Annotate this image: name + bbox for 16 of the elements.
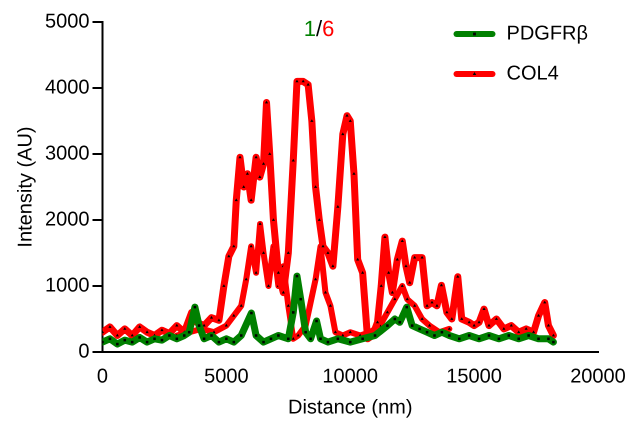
x-tick-label: 20000: [570, 366, 626, 388]
y-tick-label: 0: [78, 340, 90, 363]
legend-label: PDGFRβ: [506, 22, 588, 45]
x-tick-label: 10000: [322, 366, 378, 388]
y-tick-label: 5000: [44, 10, 90, 33]
y-tick-label: 4000: [44, 76, 90, 99]
legend-label: COL4: [506, 62, 559, 85]
x-axis-title: Distance (nm): [288, 396, 412, 419]
y-tick-label: 3000: [44, 142, 90, 165]
chart-title: 1/6: [304, 16, 334, 41]
y-tick-label: 1000: [44, 274, 90, 297]
x-tick-label: 0: [96, 366, 108, 388]
x-tick-label: 15000: [446, 366, 502, 388]
x-tick-label: 5000: [204, 366, 249, 388]
y-axis-title: Intensity (AU): [14, 126, 37, 248]
y-tick-label: 2000: [44, 208, 90, 231]
